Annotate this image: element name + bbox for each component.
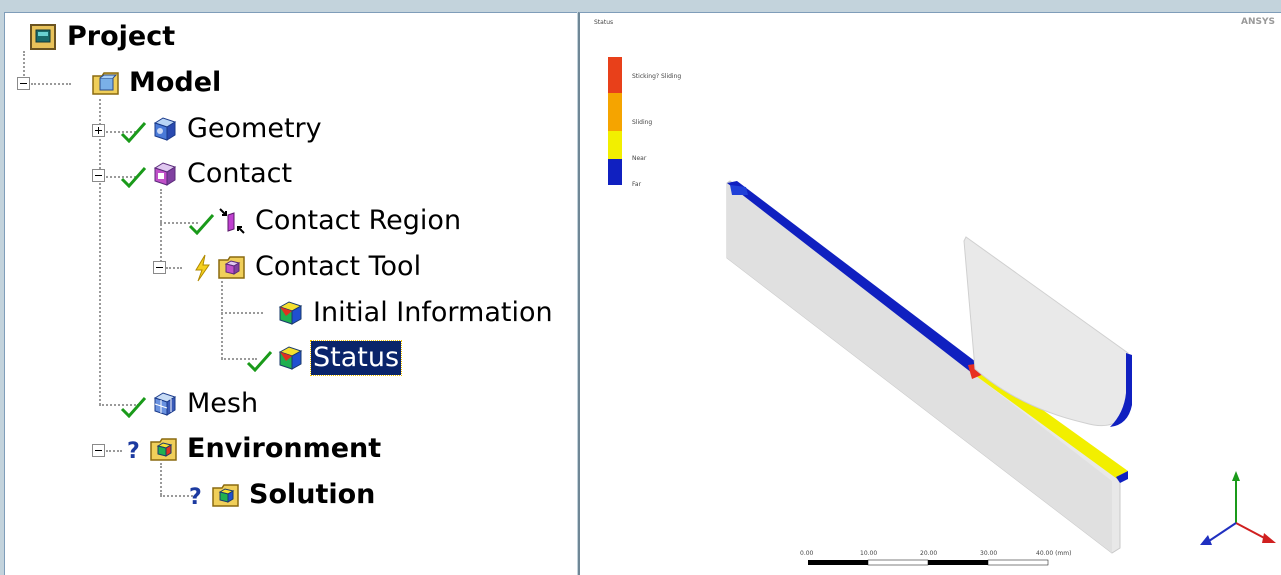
graphics-viewport[interactable]: Status ANSYS Sticking? Sliding Sliding N…	[578, 12, 1281, 575]
cylinder-edge	[1110, 353, 1132, 427]
result-icon	[275, 344, 305, 372]
collapse-model-toggle[interactable]	[17, 77, 30, 90]
tree-guide	[221, 358, 257, 360]
tree-node-contact[interactable]: Contact	[120, 156, 294, 192]
scale-bar	[808, 559, 1049, 566]
scale-label: 40.00 (mm)	[1036, 550, 1072, 557]
mesh-icon	[149, 390, 179, 418]
expand-geometry-toggle[interactable]	[92, 124, 105, 137]
collapse-environment-toggle[interactable]	[92, 444, 105, 457]
geometry-icon	[149, 115, 179, 143]
tree-node-label: Mesh	[187, 388, 259, 419]
environment-folder-icon	[149, 435, 179, 463]
model-3d-view	[726, 180, 1276, 566]
axis-triad	[1200, 471, 1276, 545]
tree-guide	[160, 495, 196, 497]
lightning-bolt-icon	[195, 254, 210, 282]
checkmark-icon	[120, 397, 147, 418]
legend-swatch	[608, 159, 622, 185]
tree-guide	[106, 131, 136, 133]
checkmark-icon	[120, 122, 147, 143]
legend-label: Far	[632, 181, 642, 188]
status-legend	[608, 57, 622, 185]
tree-guide	[160, 189, 162, 269]
legend-label: Near	[632, 155, 647, 162]
contact-edge-far	[727, 181, 980, 373]
tree-guide	[99, 404, 139, 406]
tree-guide	[166, 267, 182, 269]
collapse-contact-tool-toggle[interactable]	[153, 261, 166, 274]
tree-node-status[interactable]: Status	[246, 340, 403, 376]
tree-node-solution[interactable]: ? Solution	[189, 477, 377, 513]
result-icon	[275, 299, 305, 327]
tree-node-initial-information[interactable]: Initial Information	[275, 295, 555, 331]
model-folder-icon	[91, 69, 121, 97]
tree-guide	[221, 281, 223, 359]
tree-guide	[106, 450, 122, 452]
contact-edge-end	[1116, 471, 1128, 483]
tree-guide	[221, 312, 263, 314]
contact-region-icon	[217, 207, 247, 235]
tree-node-contact-region[interactable]: Contact Region	[188, 203, 463, 239]
tree-node-label: Initial Information	[313, 297, 553, 328]
tree-guide	[23, 51, 25, 83]
question-mark-icon: ?	[127, 439, 140, 464]
scale-label: 30.00	[980, 550, 998, 557]
legend-swatch	[608, 57, 622, 93]
scale-label: 0.00	[800, 550, 814, 557]
tree-node-label: Contact	[187, 158, 293, 189]
solution-folder-icon	[211, 481, 241, 509]
tree-node-environment[interactable]: ? Environment	[127, 431, 383, 467]
plate-face	[727, 183, 1112, 553]
viewer-title: Status	[594, 19, 614, 26]
tree-guide	[160, 463, 162, 495]
scale-label: 20.00	[920, 550, 938, 557]
project-icon	[29, 23, 59, 51]
collapse-contact-toggle[interactable]	[92, 169, 105, 182]
legend-swatch	[608, 93, 622, 131]
tree-node-label: Status	[309, 340, 403, 376]
legend-label: Sticking? Sliding	[632, 73, 682, 80]
contact-icon	[149, 160, 179, 188]
tree-guide	[31, 83, 71, 85]
checkmark-icon	[188, 214, 215, 235]
tree-node-label: Geometry	[187, 113, 322, 144]
tree-node-contact-tool[interactable]: Contact Tool	[195, 249, 423, 285]
start-marker	[730, 185, 748, 195]
tree-node-label: Solution	[249, 479, 376, 510]
contact-tool-folder-icon	[217, 253, 247, 281]
tree-node-label: Environment	[187, 433, 382, 464]
legend-label: Sliding	[632, 119, 653, 126]
tree-node-label: Project	[67, 21, 176, 52]
legend-swatch	[608, 131, 622, 159]
question-mark-icon: ?	[189, 485, 202, 510]
scale-label: 10.00	[860, 550, 878, 557]
project-tree[interactable]: Project Model Geometry Contact Contact R…	[4, 12, 577, 575]
checkmark-icon	[246, 351, 273, 372]
tree-node-model[interactable]: Model	[91, 65, 223, 101]
tree-guide	[160, 222, 198, 224]
tree-node-mesh[interactable]: Mesh	[120, 386, 260, 422]
tree-node-project[interactable]: Project	[29, 19, 177, 55]
tree-node-label: Contact Tool	[255, 251, 422, 282]
tree-node-label: Contact Region	[255, 205, 462, 236]
tree-node-label: Model	[129, 67, 222, 98]
checkmark-icon	[120, 167, 147, 188]
tree-guide	[106, 176, 136, 178]
tree-guide	[99, 99, 101, 405]
tree-node-geometry[interactable]: Geometry	[120, 111, 324, 147]
ansys-logo: ANSYS	[1241, 17, 1275, 27]
